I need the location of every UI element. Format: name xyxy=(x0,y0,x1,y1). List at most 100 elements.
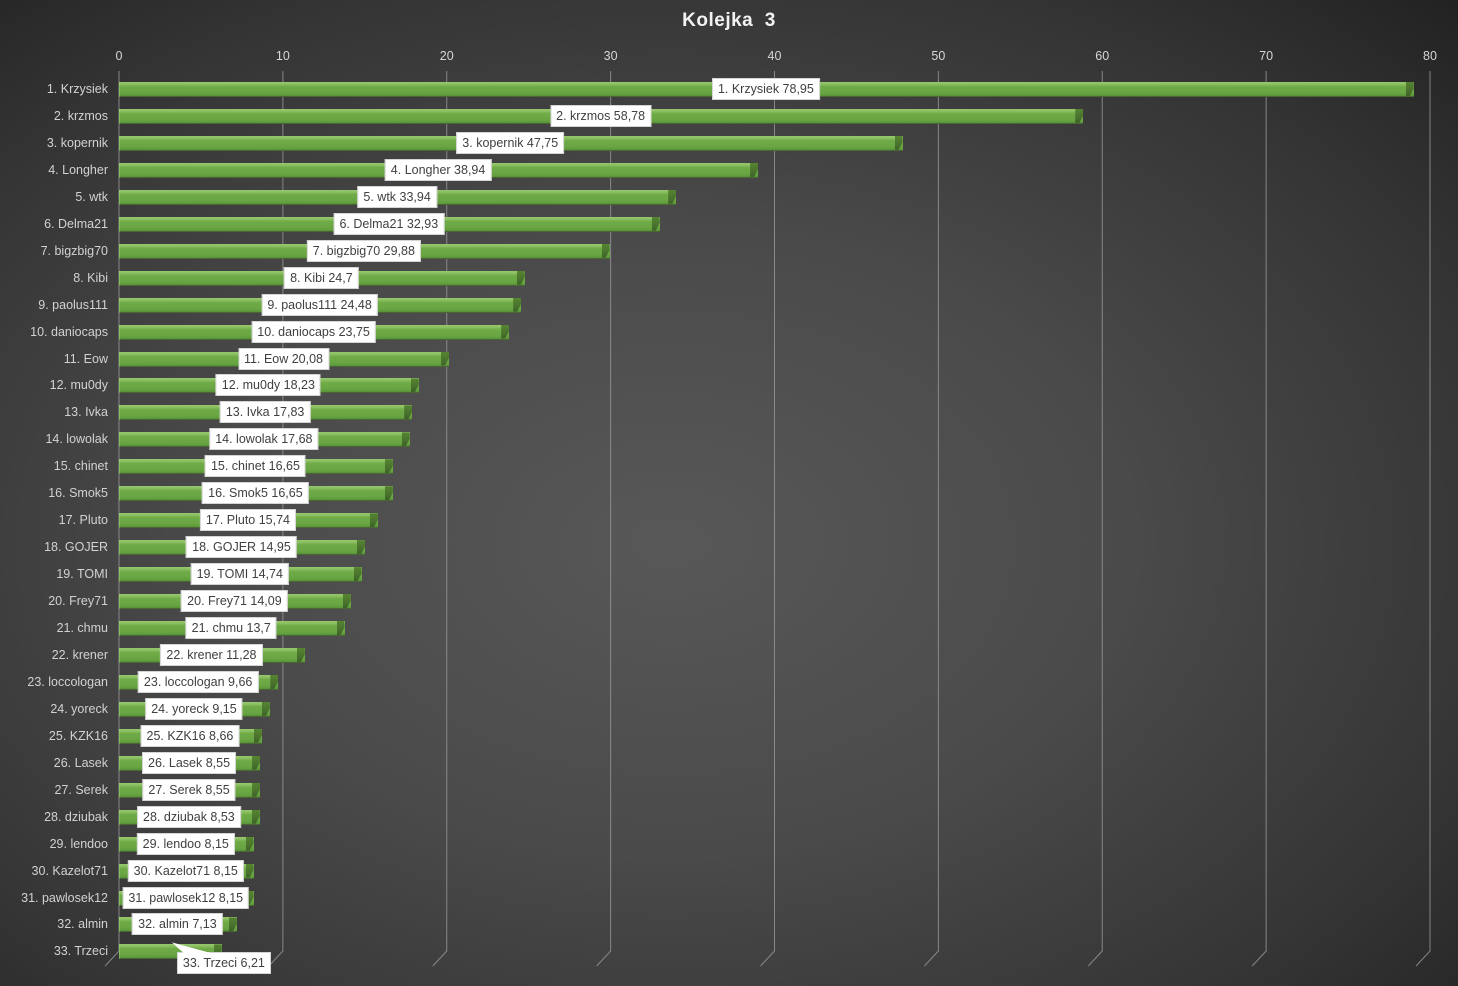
data-label: 33. Trzeci 6,21 xyxy=(171,942,271,975)
data-label: 4. Longher 38,94 xyxy=(384,158,492,181)
bar-end-cap xyxy=(1405,82,1414,96)
data-label: 18. GOJER 14,95 xyxy=(186,536,297,559)
bar-end-cap xyxy=(252,782,261,797)
data-label: 20. Frey71 14,09 xyxy=(181,590,288,613)
data-label: 2. krzmos 58,78 xyxy=(550,104,652,127)
data-label: 8. Kibi 24,7 xyxy=(284,266,359,289)
bar-end-cap xyxy=(342,594,351,609)
category-label: 24. yoreck xyxy=(50,701,108,716)
x-axis-tick-label: 50 xyxy=(931,49,946,63)
data-label: 7. bigzbig70 29,88 xyxy=(306,239,421,262)
data-label: 17. Pluto 15,74 xyxy=(199,509,297,532)
category-label: 23. loccologan xyxy=(27,674,108,689)
category-label: 13. Ivka xyxy=(64,405,108,420)
bar-end-cap xyxy=(245,836,254,851)
category-label: 11. Eow xyxy=(63,351,108,366)
data-label: 19. TOMI 14,74 xyxy=(190,563,289,586)
category-label: 26. Lasek xyxy=(53,755,108,770)
data-label: 23. loccologan 9,66 xyxy=(137,670,259,693)
data-label: 32. almin 7,13 xyxy=(132,913,223,936)
bar-end-cap xyxy=(401,432,410,447)
category-label: 22. krener xyxy=(51,647,108,662)
bar-end-cap xyxy=(1075,108,1084,123)
bar-end-cap xyxy=(404,405,413,420)
category-label: 19. TOMI xyxy=(56,567,108,582)
x-axis-tick-label: 80 xyxy=(1423,49,1437,63)
category-label: 14. lowolak xyxy=(45,432,108,447)
category-label: 5. wtk xyxy=(75,189,108,204)
bar-end-cap xyxy=(384,486,393,501)
category-label: 20. Frey71 xyxy=(48,594,108,609)
category-label: 7. bigzbig70 xyxy=(40,243,108,258)
data-label: 12. mu0dy 18,23 xyxy=(215,374,321,397)
data-label: 6. Delma21 32,93 xyxy=(333,212,445,235)
bar-end-cap xyxy=(668,189,677,204)
bar-end-cap xyxy=(245,890,254,905)
category-label: 16. Smok5 xyxy=(48,486,108,501)
x-axis-tick-label: 10 xyxy=(275,49,290,63)
data-label: 31. pawlosek12 8,15 xyxy=(122,886,250,909)
category-label: 21. chmu xyxy=(56,621,108,635)
data-label: 10. daniocaps 23,75 xyxy=(251,320,376,343)
category-label: 3. kopernik xyxy=(46,135,108,150)
category-label: 32. almin xyxy=(57,917,108,932)
bar-end-cap xyxy=(228,917,237,932)
data-label: 25. KZK16 8,66 xyxy=(140,724,240,747)
data-label: 13. Ivka 17,83 xyxy=(219,401,311,424)
category-label: 18. GOJER xyxy=(44,540,108,555)
bar-end-cap xyxy=(894,135,903,150)
bar-end-cap xyxy=(252,755,261,770)
category-label: 6. Delma21 xyxy=(44,216,108,231)
category-label: 30. Kazelot71 xyxy=(31,863,108,878)
data-label: 29. lendoo 8,15 xyxy=(136,832,235,855)
data-label: 9. paolus111 24,48 xyxy=(261,293,378,316)
bar-end-cap xyxy=(245,863,254,878)
data-label: 3. kopernik 47,75 xyxy=(456,131,565,154)
category-label: 33. Trzeci xyxy=(53,944,108,959)
category-label: 29. lendoo xyxy=(49,836,108,851)
category-label: 25. KZK16 xyxy=(48,728,108,743)
bar-end-cap xyxy=(270,674,279,689)
category-label: 8. Kibi xyxy=(73,270,108,285)
data-label: 28. dziubak 8,53 xyxy=(137,805,241,828)
chart-title: Kolejka 3 xyxy=(682,10,776,31)
category-label: 27. Serek xyxy=(54,782,108,797)
x-axis-tick-label: 30 xyxy=(603,49,618,63)
category-label: 2. krzmos xyxy=(53,108,108,123)
data-label: 26. Lasek 8,55 xyxy=(142,751,237,774)
data-label: 15. chinet 16,65 xyxy=(204,455,306,478)
x-axis-tick-label: 20 xyxy=(439,49,454,63)
bar-end-cap xyxy=(369,513,378,528)
bar-end-cap xyxy=(750,162,759,177)
bar-end-cap xyxy=(261,701,270,716)
data-label: 21. chmu 13,7 xyxy=(185,617,277,639)
bar-end-cap xyxy=(336,621,345,635)
category-label: 12. mu0dy xyxy=(49,378,108,393)
x-axis-tick-label: 0 xyxy=(115,49,123,63)
category-label: 31. pawlosek12 xyxy=(21,890,108,905)
data-label: 16. Smok5 16,65 xyxy=(202,482,309,505)
data-label: 24. yoreck 9,15 xyxy=(145,697,243,720)
bar-end-cap xyxy=(441,351,450,366)
category-label: 4. Longher xyxy=(48,162,108,177)
bar-end-cap xyxy=(213,944,222,959)
bar-end-cap xyxy=(253,728,262,743)
data-label: 22. krener 11,28 xyxy=(160,643,263,666)
data-label: 27. Serek 8,55 xyxy=(142,778,236,801)
bar-end-cap xyxy=(356,540,365,555)
bar-end-cap xyxy=(601,243,610,258)
bar-end-cap xyxy=(384,459,393,474)
bar-end-cap xyxy=(501,324,510,339)
data-label: 1. Krzysiek 78,95 xyxy=(711,78,820,100)
category-label: 9. paolus111 xyxy=(38,297,108,312)
x-axis-tick-label: 70 xyxy=(1259,49,1274,63)
bar-end-cap xyxy=(513,297,522,312)
category-label: 28. dziubak xyxy=(44,809,108,824)
category-label: 17. Pluto xyxy=(58,513,108,528)
category-label: 15. chinet xyxy=(53,459,108,474)
bar-end-cap xyxy=(410,378,419,393)
x-axis-tick-label: 40 xyxy=(767,49,782,63)
data-label: 14. lowolak 17,68 xyxy=(209,428,319,451)
data-label: 11. Eow 20,08 xyxy=(238,347,330,370)
